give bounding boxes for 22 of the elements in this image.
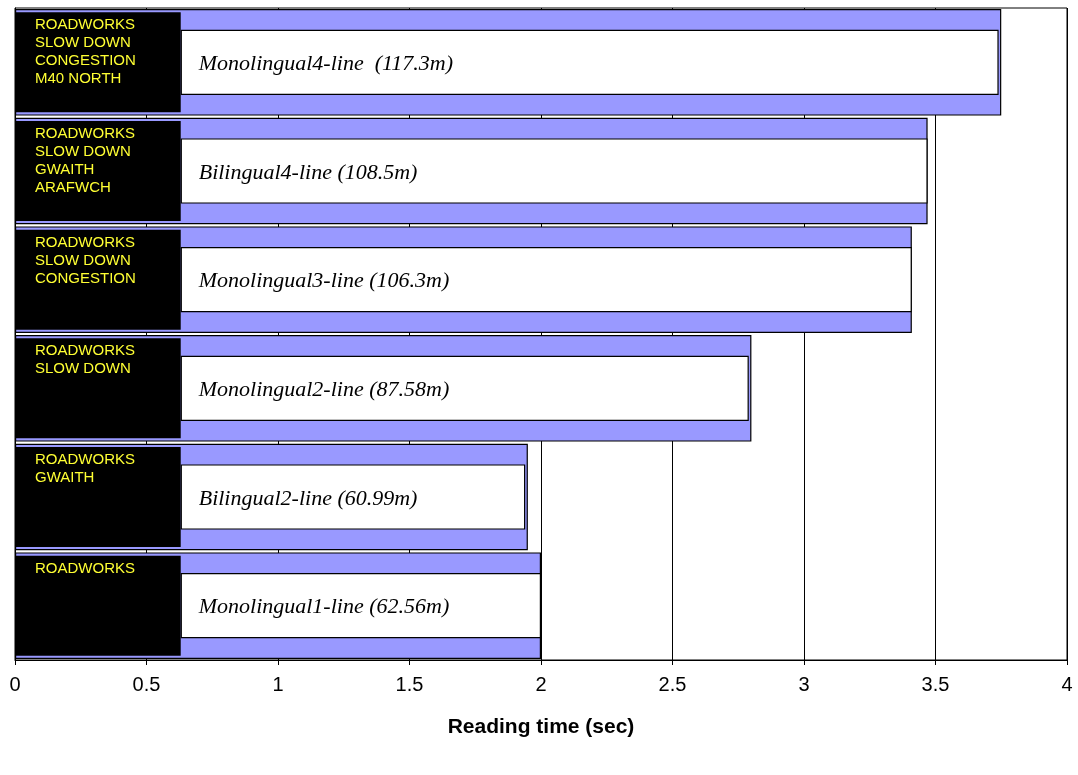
x-tick-label: 2.5 bbox=[658, 673, 687, 695]
y-tick-label: Monolingual2-line (87.58m) bbox=[197, 375, 450, 401]
y-tick-label: Bilingual2-line (60.99m) bbox=[198, 484, 418, 510]
annotation: ROADWORKS SLOW DOWN GWAITH ARAFWCH bbox=[35, 124, 136, 196]
annotation: ROADWORKS GWAITH bbox=[35, 450, 136, 486]
annotation: ROADWORKS SLOW DOWN CONGESTION bbox=[35, 232, 136, 287]
annotation: ROADWORKS SLOW DOWN bbox=[35, 341, 136, 378]
x-tick-label: 4 bbox=[1061, 673, 1073, 695]
x-tick-label: 2 bbox=[535, 673, 547, 695]
x-tick-label: 1 bbox=[272, 673, 284, 695]
y-tick-label: Bilingual4-line (108.5m) bbox=[198, 158, 418, 184]
annotation: ROADWORKS SLOW DOWN CONGESTION M40 NORTH bbox=[35, 15, 136, 88]
y-tick-label: Monolingual1-line (62.56m) bbox=[197, 593, 450, 619]
y-tick-label: Monolingual3-line (106.3m) bbox=[197, 267, 450, 293]
x-tick-label: 3 bbox=[798, 673, 810, 695]
x-tick-label: 1.5 bbox=[395, 673, 424, 695]
x-tick-label: 0.5 bbox=[132, 673, 161, 695]
x-tick-label: 0 bbox=[9, 673, 21, 695]
y-tick-label: Monolingual4-line (117.3m) bbox=[197, 49, 454, 75]
annotation: ROADWORKS bbox=[35, 558, 136, 577]
x-tick-label: 3.5 bbox=[921, 673, 950, 695]
x-axis-title: Reading time (sec) bbox=[447, 714, 635, 737]
